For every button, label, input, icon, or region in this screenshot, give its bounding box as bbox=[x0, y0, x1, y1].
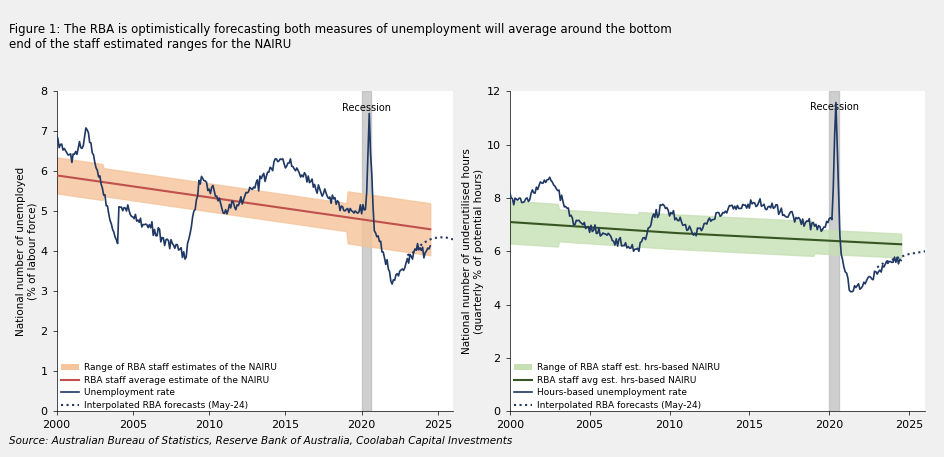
Legend: Range of RBA staff est. hrs-based NAIRU, RBA staff avg est. hrs-based NAIRU, Hou: Range of RBA staff est. hrs-based NAIRU,… bbox=[514, 363, 720, 410]
Y-axis label: National number of unemployed
(% of labour force): National number of unemployed (% of labo… bbox=[16, 167, 38, 336]
Text: Recession: Recession bbox=[810, 102, 858, 112]
Bar bbox=[829, 91, 839, 411]
Y-axis label: National number of underutilised hours
(quarterly % of potential hours): National number of underutilised hours (… bbox=[463, 149, 484, 354]
Bar bbox=[362, 91, 371, 411]
Legend: Range of RBA staff estimates of the NAIRU, RBA staff average estimate of the NAI: Range of RBA staff estimates of the NAIR… bbox=[61, 363, 277, 410]
Text: Figure 1: The RBA is optimistically forecasting both measures of unemployment wi: Figure 1: The RBA is optimistically fore… bbox=[9, 23, 672, 51]
Text: Source: Australian Bureau of Statistics, Reserve Bank of Australia, Coolabah Cap: Source: Australian Bureau of Statistics,… bbox=[9, 436, 513, 446]
Text: Recession: Recession bbox=[342, 103, 391, 113]
